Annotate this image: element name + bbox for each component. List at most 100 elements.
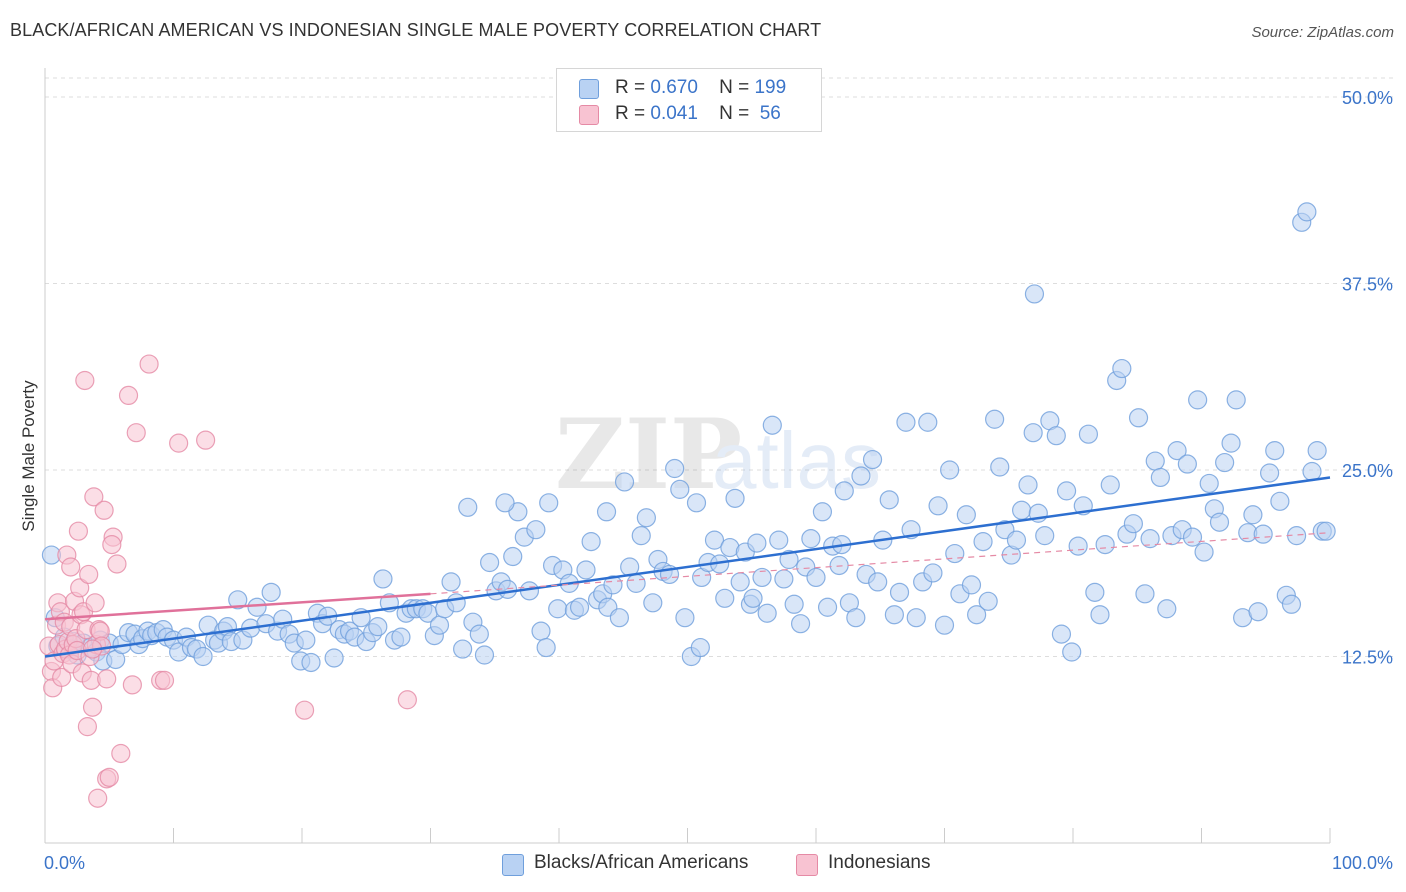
- blacks-data-point: [228, 590, 248, 610]
- blacks-data-point: [576, 560, 596, 580]
- blacks-data-point: [1265, 441, 1285, 461]
- indonesians-data-point: [75, 370, 95, 391]
- blacks-data-point: [1182, 527, 1203, 547]
- indonesians-data-point: [52, 667, 72, 687]
- blacks-data-point: [1023, 423, 1043, 443]
- blacks-data-point: [1062, 642, 1082, 662]
- blacks-data-point: [458, 497, 478, 517]
- blacks-data-point: [1297, 202, 1317, 222]
- x-tick-label-min: 0.0%: [44, 853, 85, 873]
- blacks-data-point: [762, 415, 782, 435]
- blacks-data-point: [923, 563, 943, 583]
- legend-swatch-indonesians: [579, 105, 599, 125]
- indonesians-data-point: [70, 578, 90, 598]
- blacks-data-point: [603, 575, 623, 595]
- blacks-data-point: [769, 530, 789, 550]
- indonesians-data-point: [154, 670, 175, 690]
- blacks-data-point: [614, 472, 635, 492]
- blacks-data-point: [1046, 426, 1066, 446]
- blacks-data-point: [1150, 467, 1170, 488]
- blacks-data-point: [1177, 454, 1197, 474]
- blacks-data-point: [956, 505, 976, 525]
- legend-n-label: N =: [719, 103, 750, 124]
- series-blacks-points: [41, 202, 1336, 673]
- y-axis-label: Single Male Poverty: [19, 380, 38, 532]
- blacks-data-point: [526, 520, 546, 540]
- blacks-data-point: [779, 549, 799, 570]
- legend-n-value: 56: [754, 103, 781, 124]
- blacks-data-point: [784, 594, 804, 614]
- blacks-data-point: [368, 617, 388, 637]
- axes: [44, 68, 1331, 844]
- blacks-data-point: [1221, 433, 1241, 453]
- blacks-data-point: [324, 648, 344, 668]
- blacks-data-point: [879, 490, 899, 510]
- indonesians-data-point: [88, 788, 108, 808]
- blacks-data-point: [686, 493, 707, 513]
- blacks-data-point: [1006, 530, 1027, 550]
- blacks-data-point: [495, 493, 515, 513]
- blacks-data-point: [757, 603, 777, 623]
- chart-title: BLACK/AFRICAN AMERICAN VS INDONESIAN SIN…: [10, 20, 822, 40]
- watermark-zip-text: ZIP: [555, 398, 742, 511]
- blacks-data-point: [1215, 452, 1235, 473]
- blacks-data-point: [1302, 461, 1322, 482]
- blacks-data-point: [193, 646, 213, 667]
- blacks-data-point: [675, 608, 695, 628]
- blacks-data-point: [480, 552, 500, 573]
- blacks-data-point: [643, 593, 663, 613]
- blacks-data-point: [730, 572, 750, 592]
- blacks-data-point: [536, 637, 556, 658]
- blacks-data-point: [503, 546, 523, 567]
- blacks-data-point: [1253, 524, 1273, 544]
- indonesians-data-point: [169, 433, 189, 453]
- blacks-data-point: [715, 588, 735, 608]
- series-indonesians-points: [39, 354, 417, 808]
- blacks-data-point: [945, 543, 965, 564]
- blacks-data-point: [973, 532, 993, 552]
- legend-r-label: R =: [615, 103, 646, 124]
- indonesians-data-point: [99, 767, 119, 787]
- blacks-data-point: [1167, 441, 1187, 461]
- blacks-data-point: [373, 569, 393, 589]
- indonesians-data-point: [79, 564, 99, 585]
- blacks-data-point: [906, 608, 926, 628]
- indonesians-data-point: [122, 675, 142, 695]
- blacks-data-point: [626, 573, 646, 593]
- indonesians-data-point: [107, 554, 127, 574]
- blacks-data-point: [1248, 602, 1268, 622]
- blacks-data-point: [569, 597, 590, 617]
- blacks-data-point: [1260, 463, 1280, 483]
- blacks-data-point: [301, 652, 321, 673]
- blacks-data-point: [261, 582, 281, 602]
- blacks-data-point: [1145, 451, 1165, 471]
- blacks-data-point: [1056, 481, 1077, 501]
- legend-r-value: 0.041: [650, 103, 698, 124]
- indonesians-trend-line: [44, 592, 431, 621]
- blacks-data-point: [967, 605, 987, 625]
- indonesians-data-point: [61, 557, 81, 577]
- blacks-data-point: [704, 530, 725, 550]
- blacks-data-point: [670, 479, 690, 499]
- indonesians-data-point: [196, 430, 216, 450]
- trend-lines: [44, 476, 1331, 658]
- legend-n-label: N =: [719, 77, 750, 98]
- indonesians-data-point: [139, 354, 159, 374]
- blacks-data-point: [539, 493, 559, 513]
- indonesians-data-point: [84, 487, 104, 507]
- blacks-data-point: [884, 605, 904, 625]
- blacks-data-point: [548, 599, 568, 619]
- indonesians-data-point: [294, 700, 315, 720]
- x-tick-label-max: 100.0%: [1332, 853, 1393, 873]
- blacks-data-point: [1140, 529, 1160, 549]
- blacks-data-point: [1123, 514, 1143, 534]
- blacks-data-point: [743, 588, 763, 608]
- blacks-data-point: [889, 582, 910, 602]
- blacks-data-point: [636, 508, 656, 528]
- indonesians-data-point: [111, 743, 131, 764]
- blacks-data-point: [868, 572, 888, 592]
- indonesians-trend-extension: [430, 532, 1331, 595]
- blacks-data-point: [834, 481, 854, 501]
- blacks-data-point: [429, 615, 450, 635]
